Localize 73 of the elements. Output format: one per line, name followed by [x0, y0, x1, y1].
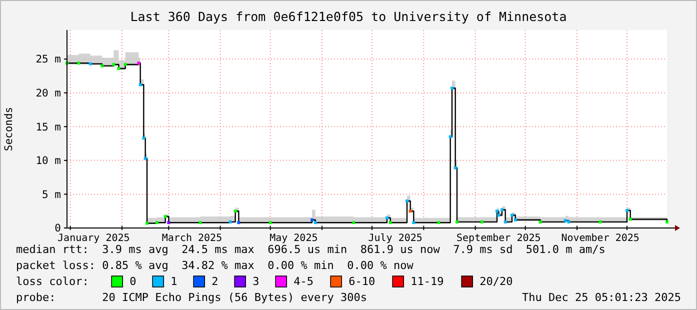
y-tick-label: 15 m — [36, 121, 61, 134]
point — [146, 222, 148, 225]
point — [314, 221, 317, 224]
x-tick-label: November 2025 — [561, 233, 640, 244]
text: Thu Dec 25 05:01:23 2025 — [522, 291, 681, 304]
legend-label: 2 — [212, 275, 218, 288]
point — [628, 218, 632, 221]
point — [117, 67, 120, 70]
text: median rtt: 3.9 ms avg 24.5 ms max 696.5 us min 861.9 us now 7.9 ms sd 501.0 m am/s — [16, 243, 606, 256]
point — [88, 62, 92, 66]
point — [448, 135, 452, 138]
text: probe: 20 ICMP Echo Pings (56 Bytes) every 300s — [16, 291, 367, 304]
y-tick-label: 0 — [54, 222, 61, 235]
point — [454, 166, 457, 170]
point — [510, 214, 514, 217]
legend-label: 0 — [130, 275, 136, 288]
point — [144, 156, 147, 160]
point — [496, 210, 498, 213]
point — [112, 62, 116, 66]
point — [666, 220, 668, 224]
point — [412, 221, 416, 224]
y-tick-label: 10 m — [36, 155, 61, 168]
point — [388, 221, 392, 224]
legend-label: 1 — [170, 275, 178, 288]
chart-title: Last 360 Days from 0e6f121e0f05 to University of Minnesota — [130, 9, 567, 24]
point — [538, 220, 542, 224]
x-tick-label: January 2025 — [58, 233, 130, 244]
x-tick-label: March 2025 — [162, 233, 222, 244]
point — [480, 220, 484, 224]
point — [626, 208, 628, 212]
point — [234, 210, 237, 213]
point — [450, 86, 454, 90]
legend-label: 20/20 — [480, 275, 513, 288]
y-tick-label: 5 m — [42, 188, 61, 201]
point — [124, 62, 127, 66]
point — [567, 220, 570, 224]
point — [598, 220, 602, 224]
point — [514, 218, 517, 222]
legend-label: 11-19 — [410, 275, 444, 288]
point — [164, 215, 167, 218]
point — [142, 136, 146, 140]
y-axis-title: Seconds — [3, 106, 15, 152]
point — [268, 221, 272, 224]
point — [167, 221, 170, 224]
text: packet loss: 0.85 % avg 34.82 % max 0.00 % min 0.00 % now — [16, 259, 414, 272]
point — [100, 64, 104, 68]
legend-title: loss color: — [16, 275, 89, 288]
point — [386, 216, 388, 220]
point — [500, 208, 504, 212]
point — [437, 221, 440, 224]
point — [138, 83, 142, 86]
point — [504, 220, 507, 224]
x-tick-label: July 2025 — [368, 233, 422, 244]
point — [137, 62, 140, 65]
point — [237, 221, 240, 224]
legend-label: 4-5 — [294, 275, 314, 288]
point — [456, 220, 458, 224]
legend-label: 6-10 — [348, 275, 376, 288]
y-tick-label: 20 m — [36, 88, 61, 100]
point — [228, 220, 232, 224]
point — [408, 210, 412, 213]
y-tick-label: 25 m — [36, 54, 61, 66]
point — [406, 199, 408, 202]
point — [497, 214, 500, 217]
legend-label: 3 — [252, 275, 260, 288]
point — [198, 221, 202, 224]
point — [352, 221, 356, 224]
x-tick-label: May 2025 — [270, 233, 318, 244]
x-tick-label: September 2025 — [456, 233, 541, 244]
point — [156, 221, 158, 224]
point — [77, 62, 80, 65]
point — [310, 218, 314, 222]
point — [564, 219, 567, 222]
